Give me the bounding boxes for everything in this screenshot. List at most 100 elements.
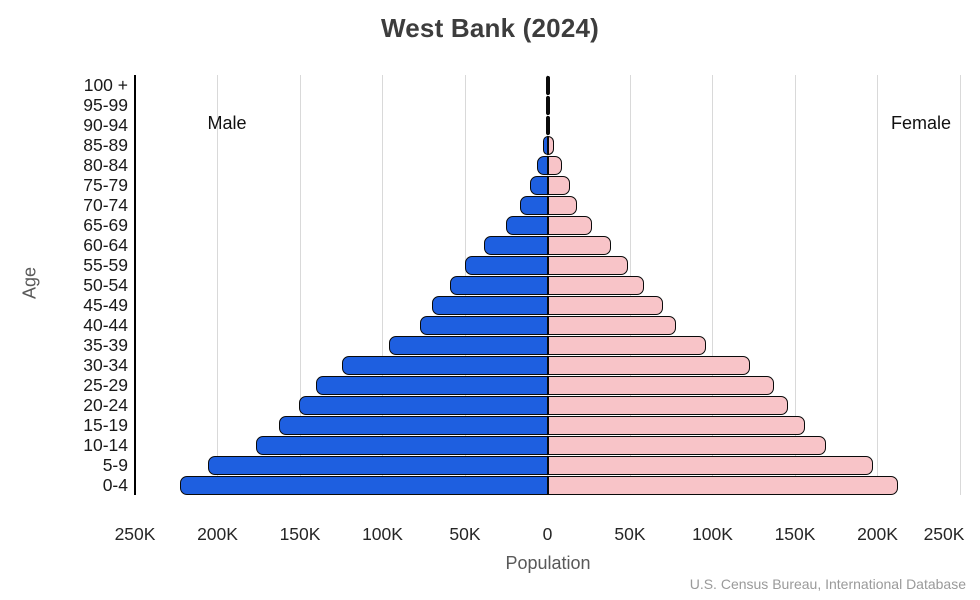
x-tick-label: 50K bbox=[614, 524, 646, 544]
age-tick-label: 70-74 bbox=[83, 195, 128, 215]
pyramid-row bbox=[135, 175, 960, 195]
age-tick-label: 65-69 bbox=[83, 215, 128, 235]
age-tick-label: 35-39 bbox=[83, 335, 128, 355]
male-bar bbox=[537, 155, 548, 175]
male-bar bbox=[545, 75, 548, 95]
pyramid-row bbox=[135, 195, 960, 215]
female-bar bbox=[547, 435, 827, 455]
chart-title: West Bank (2024) bbox=[380, 13, 600, 43]
female-side-label: Female bbox=[890, 113, 952, 133]
x-tick-label: 150K bbox=[279, 524, 321, 544]
female-bar bbox=[547, 315, 677, 335]
age-tick-label: 80-84 bbox=[83, 155, 128, 175]
pyramid-row bbox=[135, 315, 960, 335]
gridline bbox=[382, 75, 383, 495]
age-tick-label: 40-44 bbox=[83, 315, 128, 335]
age-tick-label: 0-4 bbox=[102, 475, 128, 495]
x-tick-label: 200K bbox=[197, 524, 238, 544]
female-bar bbox=[547, 355, 751, 375]
x-axis-title: Population bbox=[505, 553, 591, 573]
male-bar bbox=[279, 415, 548, 435]
male-bar bbox=[315, 375, 548, 395]
male-bar bbox=[505, 215, 548, 235]
gridline bbox=[299, 75, 301, 495]
male-bar bbox=[542, 135, 548, 155]
x-tick-label: 250K bbox=[114, 524, 156, 544]
age-tick-label: 75-79 bbox=[83, 175, 128, 195]
age-tick-label: 85-89 bbox=[83, 135, 128, 155]
source-attribution: U.S. Census Bureau, International Databa… bbox=[689, 576, 966, 592]
y-axis-line bbox=[134, 75, 136, 495]
male-bar bbox=[342, 355, 548, 375]
female-bar bbox=[547, 415, 805, 435]
x-tick-label: 0 bbox=[542, 524, 553, 544]
female-bar bbox=[547, 255, 628, 275]
gridline bbox=[794, 75, 796, 495]
pyramid-row bbox=[135, 235, 960, 255]
age-tick-label: 25-29 bbox=[83, 375, 128, 395]
female-bar bbox=[547, 175, 570, 195]
age-tick-label: 45-49 bbox=[83, 295, 128, 315]
pyramid-row bbox=[135, 355, 960, 375]
y-axis-title: Age bbox=[19, 266, 40, 300]
pyramid-row bbox=[135, 275, 960, 295]
pyramid-row bbox=[135, 155, 960, 175]
pyramid-row bbox=[135, 295, 960, 315]
pyramid-row bbox=[135, 115, 960, 135]
x-tick-label: 200K bbox=[857, 524, 898, 544]
male-bar bbox=[389, 335, 548, 355]
male-bar bbox=[520, 195, 548, 215]
female-bar bbox=[547, 135, 555, 155]
female-bar bbox=[547, 375, 774, 395]
female-bar bbox=[547, 275, 645, 295]
gridline bbox=[712, 75, 713, 495]
female-bar bbox=[547, 75, 550, 95]
female-bar bbox=[547, 335, 706, 355]
male-bar bbox=[530, 175, 548, 195]
male-bar bbox=[545, 115, 548, 135]
age-tick-label: 55-59 bbox=[83, 255, 128, 275]
female-bar bbox=[547, 215, 592, 235]
age-tick-label: 10-14 bbox=[83, 435, 128, 455]
age-tick-label: 95-99 bbox=[83, 95, 128, 115]
female-bar bbox=[547, 155, 562, 175]
female-bar bbox=[547, 295, 663, 315]
female-bar bbox=[547, 455, 874, 475]
age-tick-label: 50-54 bbox=[83, 275, 128, 295]
male-bar bbox=[256, 435, 548, 455]
gridline bbox=[959, 75, 961, 495]
age-tick-label: 5-9 bbox=[102, 455, 128, 475]
age-tick-label: 30-34 bbox=[83, 355, 128, 375]
gridline bbox=[877, 75, 878, 495]
pyramid-row bbox=[135, 475, 960, 495]
pyramid-row bbox=[135, 215, 960, 235]
male-bar bbox=[432, 295, 548, 315]
male-side-label: Male bbox=[207, 113, 247, 133]
female-bar bbox=[547, 395, 789, 415]
x-tick-label: 50K bbox=[449, 524, 481, 544]
pyramid-row bbox=[135, 335, 960, 355]
pyramid-row bbox=[135, 455, 960, 475]
plot-area bbox=[134, 75, 961, 495]
x-tick-label: 150K bbox=[774, 524, 816, 544]
pyramid-row bbox=[135, 395, 960, 415]
age-tick-label: 20-24 bbox=[83, 395, 128, 415]
female-bar bbox=[547, 235, 611, 255]
age-tick-label: 15-19 bbox=[83, 415, 128, 435]
x-tick-label: 250K bbox=[923, 524, 965, 544]
male-bar bbox=[419, 315, 548, 335]
male-bar bbox=[483, 235, 548, 255]
male-bar bbox=[299, 395, 548, 415]
male-bar bbox=[545, 95, 548, 115]
male-bar bbox=[180, 475, 548, 495]
male-bar bbox=[450, 275, 548, 295]
pyramid-row bbox=[135, 75, 960, 95]
pyramid-row bbox=[135, 375, 960, 395]
pyramid-row bbox=[135, 135, 960, 155]
male-bar bbox=[207, 455, 548, 475]
female-bar bbox=[547, 115, 550, 135]
age-tick-label: 100 + bbox=[83, 75, 128, 95]
female-bar bbox=[547, 95, 550, 115]
age-tick-label: 60-64 bbox=[83, 235, 128, 255]
